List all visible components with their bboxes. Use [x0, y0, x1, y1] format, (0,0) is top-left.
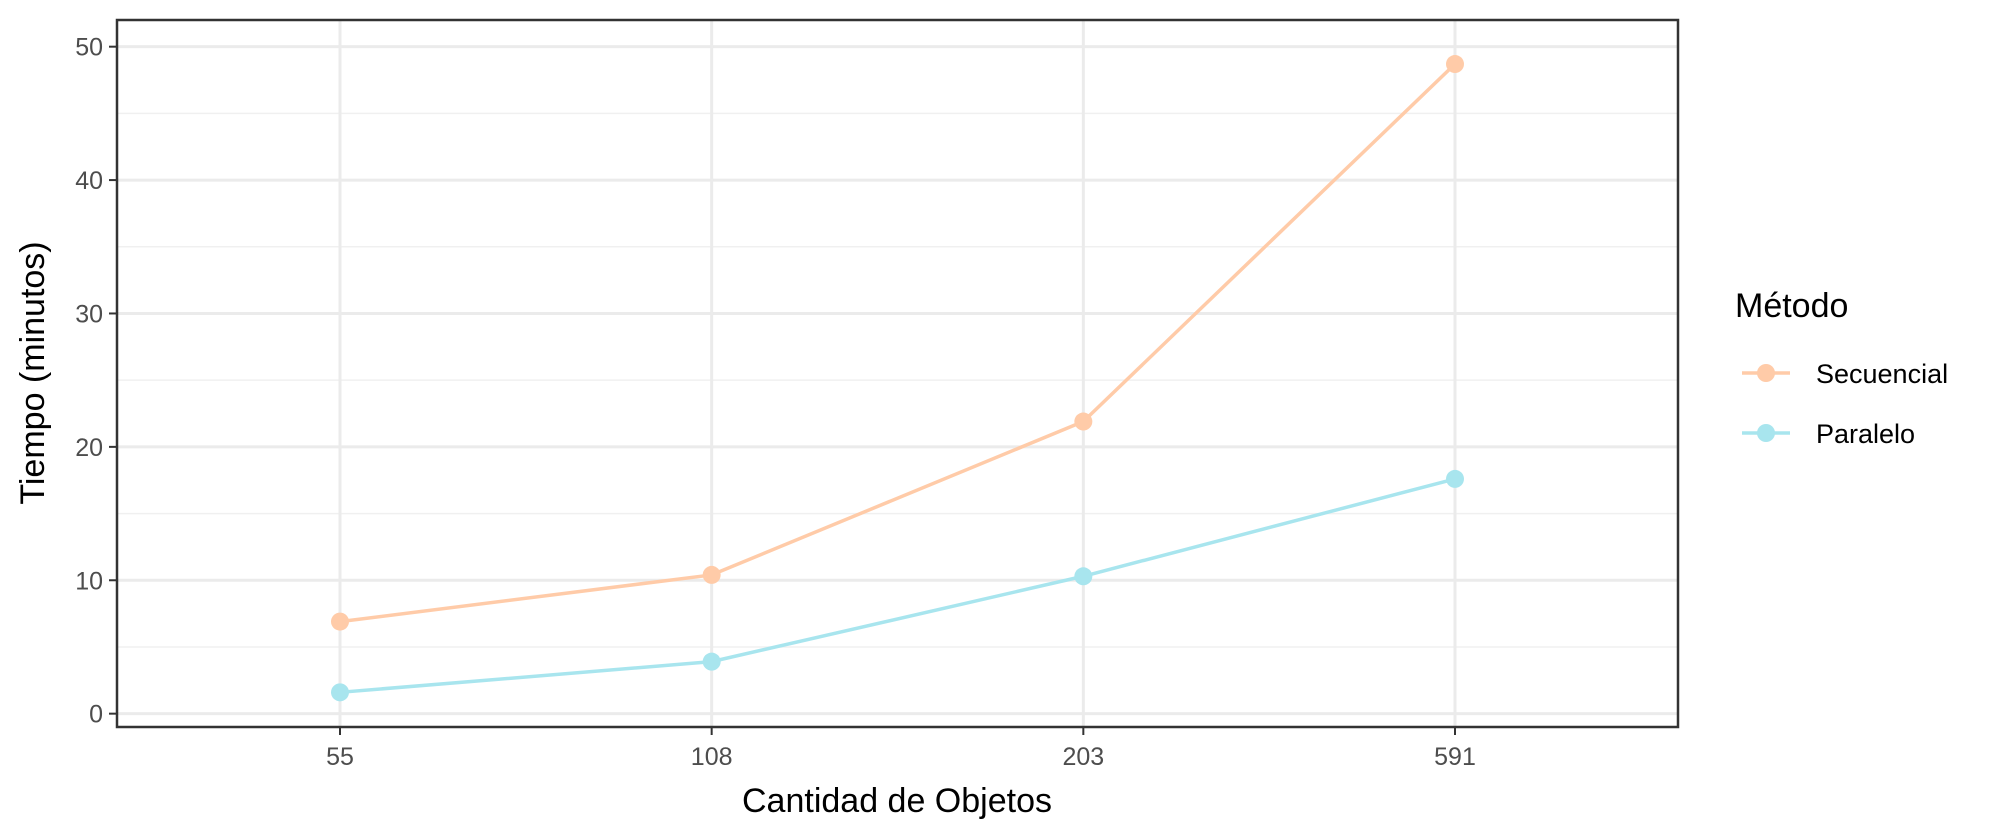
x-tick-label: 55: [326, 743, 354, 771]
legend-key-point: [1757, 364, 1775, 382]
data-point-paralelo: [1446, 469, 1464, 488]
data-point-secuencial: [1446, 55, 1464, 74]
legend-label: Secuencial: [1816, 359, 1948, 389]
x-axis: 55 108 203 591: [326, 727, 1476, 771]
y-tick-label: 20: [75, 434, 103, 462]
plot-panel-border: [115, 18, 1680, 729]
data-point-secuencial: [702, 565, 721, 584]
series-line-secuencial: [339, 62, 1457, 624]
y-tick-label: 30: [75, 300, 103, 328]
series-lines: [339, 62, 1457, 695]
grid-minor: [117, 112, 1678, 648]
legend-key-point: [1757, 424, 1775, 442]
x-tick-label: 108: [691, 743, 733, 771]
legend-title: Método: [1735, 287, 1848, 325]
y-tick-label: 10: [75, 567, 103, 595]
data-point-paralelo: [702, 652, 721, 671]
plot-panel-background: [117, 20, 1678, 727]
data-point-paralelo: [1074, 567, 1093, 586]
series-points: [331, 55, 1464, 702]
y-axis: 0 10 20 30 40 50: [75, 34, 117, 729]
x-axis-title: Cantidad de Objetos: [742, 782, 1052, 820]
y-tick-label: 40: [75, 167, 103, 195]
y-tick-label: 50: [75, 34, 103, 62]
series-line-paralelo: [339, 477, 1456, 695]
grid-major: [117, 20, 1678, 727]
y-tick-label: 0: [89, 701, 103, 729]
x-tick-label: 203: [1062, 743, 1104, 771]
legend-label: Paralelo: [1816, 419, 1915, 449]
legend-items: Secuencial Paralelo: [1742, 359, 1948, 449]
data-point-secuencial: [331, 612, 349, 631]
x-tick-label: 591: [1434, 743, 1476, 771]
data-point-secuencial: [1074, 412, 1093, 431]
legend: Método Secuencial Paralelo: [1735, 287, 1948, 449]
data-point-paralelo: [331, 683, 349, 702]
y-axis-title: Tiempo (minutos): [14, 241, 52, 504]
